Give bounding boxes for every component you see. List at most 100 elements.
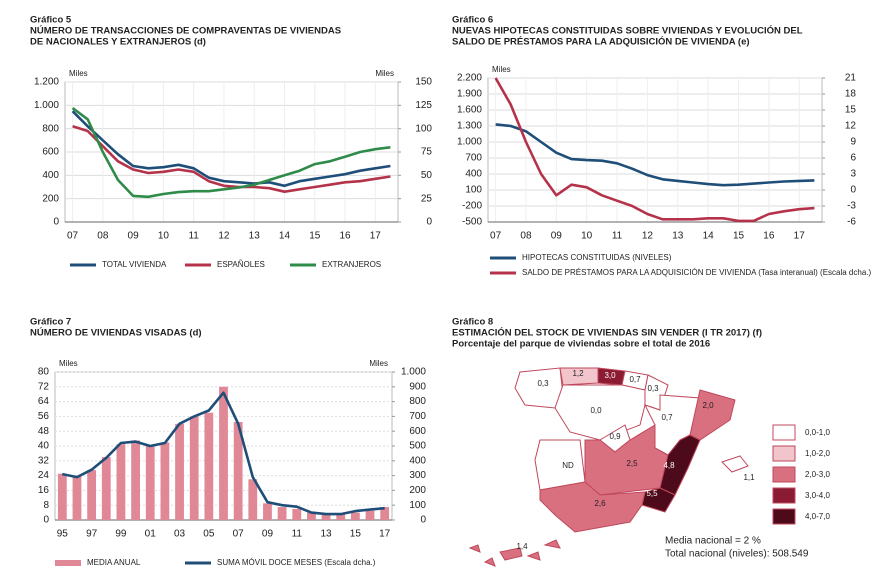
y-tick-label: 1.600	[457, 105, 482, 116]
region-label: ND	[562, 461, 574, 470]
series-line	[495, 123, 815, 187]
annotation: Total nacional (niveles): 508.549	[665, 549, 809, 560]
bar	[116, 444, 126, 520]
bar	[131, 440, 140, 520]
series-line	[72, 125, 391, 193]
x-tick-label: 11	[292, 529, 303, 540]
legend-label: TOTAL VIVIENDA	[102, 260, 167, 269]
y2-tick-label: 75	[421, 147, 433, 158]
x-tick-label: 14	[279, 231, 291, 242]
y-tick-label: 24	[38, 470, 50, 481]
y2-tick-label: 100	[409, 500, 426, 511]
series-line	[62, 391, 385, 516]
region	[499, 547, 523, 561]
region-label: 2,0	[702, 401, 714, 410]
legend-swatch	[772, 487, 796, 504]
y2-tick-label: 125	[415, 100, 432, 111]
region-label: 0,3	[537, 379, 549, 388]
y-tick-label: 1.000	[457, 137, 482, 148]
x-tick-label: 15	[733, 231, 745, 242]
x-tick-label: 09	[551, 231, 563, 242]
region-label: 0,7	[661, 413, 673, 422]
y-tick-label: 16	[38, 485, 50, 496]
y-tick-label: 2.200	[457, 73, 482, 84]
chart-title: DE NACIONALES Y EXTRANJEROS (d)	[30, 37, 206, 48]
y2-tick-label: 0	[420, 515, 426, 526]
y-axis-label: Miles	[69, 69, 88, 78]
y2-tick-label: 1.000	[401, 367, 426, 378]
region-label: 5,5	[646, 489, 658, 498]
x-tick-label: 03	[174, 529, 186, 540]
bar	[365, 510, 375, 520]
legend-label: HIPOTECAS CONSTITUIDAS (NIVELES)	[522, 253, 672, 262]
y2-tick-label: 200	[409, 485, 426, 496]
x-tick-label: 09	[262, 529, 274, 540]
y-tick-label: 48	[38, 426, 50, 437]
region-label: 0,0	[590, 406, 602, 415]
x-tick-label: 13	[249, 231, 261, 242]
legend-label: SALDO DE PRÉSTAMOS PARA LA ADQUISICIÓN D…	[522, 268, 871, 277]
x-tick-label: 16	[763, 231, 775, 242]
x-tick-label: 99	[115, 529, 127, 540]
y2-tick-label: -6	[847, 217, 856, 228]
bar	[101, 457, 111, 520]
chart-title: ESTIMACIÓN DEL STOCK DE VIVIENDAS SIN VE…	[452, 327, 762, 339]
region	[689, 389, 736, 441]
y-tick-label: 8	[43, 500, 49, 511]
x-tick-label: 12	[218, 231, 230, 242]
plot-frame	[487, 77, 823, 223]
y-tick-label: 40	[38, 441, 50, 452]
bar	[307, 512, 316, 520]
island	[468, 544, 481, 553]
legend-swatch	[772, 424, 796, 441]
region-label: 3,0	[604, 371, 616, 380]
bar	[72, 475, 82, 520]
x-tick-label: 13	[672, 231, 684, 242]
bar	[321, 514, 331, 520]
y2-tick-label: 600	[409, 426, 426, 437]
y2-tick-label: 25	[421, 193, 433, 204]
x-tick-label: 11	[612, 231, 623, 242]
series-line	[71, 107, 391, 199]
y-tick-label: 1.200	[34, 77, 59, 88]
x-tick-label: 97	[86, 529, 98, 540]
bar	[336, 514, 346, 520]
bar	[263, 503, 272, 520]
y2-tick-label: 18	[845, 89, 857, 100]
y2-tick-label: 12	[845, 121, 857, 132]
bar	[248, 479, 258, 520]
bar	[145, 446, 155, 520]
y2-tick-label: 9	[850, 137, 856, 148]
y-tick-label: 400	[42, 170, 59, 181]
y-tick-label: 0	[43, 515, 49, 526]
x-tick-label: 09	[128, 231, 140, 242]
y2-tick-label: 700	[409, 411, 426, 422]
y2-tick-label: 3	[850, 169, 856, 180]
chart-label: Gráfico 8	[452, 317, 493, 328]
region	[641, 487, 676, 513]
x-tick-label: 07	[67, 231, 79, 242]
y-tick-label: 800	[42, 123, 59, 134]
region-label: 1,1	[743, 473, 755, 482]
y-tick-label: 64	[38, 396, 50, 407]
bar	[160, 442, 170, 520]
x-tick-label: 13	[321, 529, 333, 540]
chart-title: NUEVAS HIPOTECAS CONSTITUIDAS SOBRE VIVI…	[452, 25, 803, 37]
x-tick-label: 08	[97, 231, 109, 242]
bar	[87, 470, 97, 520]
legend-label: 2,0-3,0	[805, 470, 830, 479]
region-label: 2,5	[626, 459, 638, 468]
x-tick-label: 95	[57, 529, 69, 540]
x-tick-label: 17	[379, 529, 391, 540]
bar	[57, 473, 67, 520]
bar	[380, 507, 390, 520]
y-axis-label: Miles	[492, 65, 511, 74]
bar	[204, 412, 214, 520]
legend-swatch	[772, 445, 796, 462]
chart-title: SALDO DE PRÉSTAMOS PARA LA ADQUISICIÓN D…	[452, 36, 750, 48]
y2-tick-label: 6	[850, 153, 856, 164]
y2-axis-label: Miles	[369, 359, 388, 368]
region-label: 4,8	[663, 461, 675, 470]
y2-tick-label: 400	[409, 455, 426, 466]
